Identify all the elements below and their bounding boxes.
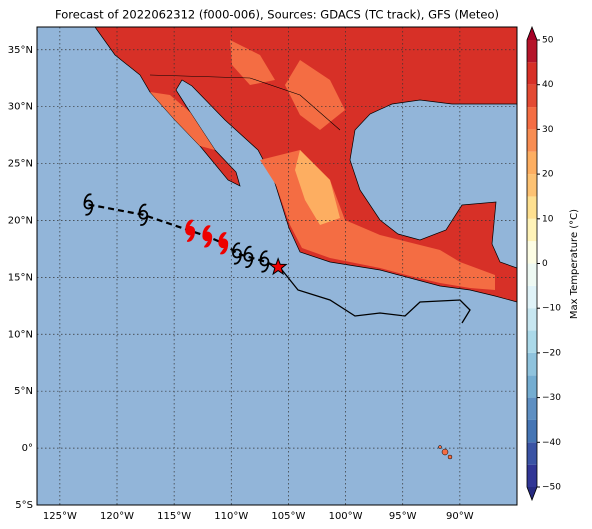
colorbar-bin xyxy=(527,442,537,465)
colorbar-extend-low xyxy=(527,487,537,500)
colorbar-bin xyxy=(527,62,537,85)
colorbar-tick-label: 0 xyxy=(542,259,548,269)
frame xyxy=(36,26,518,506)
cyclone-marker xyxy=(259,250,270,273)
y-tick-label: 10°N xyxy=(8,329,33,340)
y-tick-label: 30°N xyxy=(8,102,33,113)
y-tick-label: 20°N xyxy=(8,215,33,226)
cyclone-marker xyxy=(218,232,229,255)
colorbar-bin xyxy=(527,151,537,175)
cyclone-marker xyxy=(83,193,94,216)
colorbar-tick-label: 50 xyxy=(542,36,554,46)
colorbar-tick-label: 20 xyxy=(542,170,554,180)
colorbar-bin xyxy=(527,84,537,108)
x-tick-label: 110°W xyxy=(214,511,248,522)
colorbar-tick-label: 10 xyxy=(542,214,554,224)
cyclone-marker xyxy=(243,245,254,268)
warm-area xyxy=(230,40,275,85)
colorbar-bin xyxy=(527,285,537,309)
cyclone-marker xyxy=(232,242,242,265)
island xyxy=(447,454,453,460)
colorbar-bin xyxy=(527,129,537,152)
colorbar-bin xyxy=(527,419,537,443)
colorbar-label: Max Temperature (°C) xyxy=(569,209,580,319)
cyclone-marker xyxy=(185,219,196,242)
colorbar-bin xyxy=(527,464,537,487)
x-tick-label: 115°W xyxy=(157,511,191,522)
warm-area xyxy=(285,60,345,130)
colorbar-bin xyxy=(527,241,537,264)
y-tick-label: 15°N xyxy=(8,272,33,283)
cyclone-marker xyxy=(202,225,213,248)
colorbar-tick-label: −10 xyxy=(542,304,561,314)
colorbar-bin xyxy=(527,174,537,197)
colorbar-extend-high xyxy=(527,27,537,40)
colorbar-bin xyxy=(527,397,537,420)
y-tick-label: 5°N xyxy=(14,386,33,397)
colorbar-bin xyxy=(527,40,537,63)
title: Forecast of 2022062312 (f000-006), Sourc… xyxy=(55,8,499,22)
colorbar-bin xyxy=(527,308,537,331)
x-tick-label: 90°W xyxy=(446,511,474,522)
y-tick-label: 35°N xyxy=(8,45,33,56)
x-tick-label: 125°W xyxy=(43,511,77,522)
colorbar-tick-label: −50 xyxy=(542,483,561,493)
x-tick-label: 100°W xyxy=(329,511,363,522)
colorbar-tick-label: 30 xyxy=(542,125,554,135)
x-tick-label: 95°W xyxy=(389,511,417,522)
mild-area xyxy=(295,150,340,225)
y-tick-label: 0° xyxy=(22,443,33,454)
colorbar-bin xyxy=(527,330,537,353)
y-tick-label: 25°N xyxy=(8,159,33,170)
border xyxy=(149,74,341,131)
colorbar-tick-label: 40 xyxy=(542,80,554,90)
island xyxy=(438,445,442,449)
track-cone-line xyxy=(277,264,471,324)
colorbar-bin xyxy=(527,263,537,286)
island xyxy=(441,448,449,456)
x-tick-label: 105°W xyxy=(271,511,305,522)
storm-position xyxy=(268,257,288,276)
colorbar-bin xyxy=(527,218,537,242)
colorbar-tick-label: −40 xyxy=(542,438,561,448)
y-tick-label: 5°S xyxy=(15,500,33,511)
colorbar-tick-label: −20 xyxy=(542,348,561,358)
colorbar-bin xyxy=(527,375,537,398)
colorbar-bin xyxy=(527,107,537,130)
colorbar-tick-label: −30 xyxy=(542,393,561,403)
cyclone-marker xyxy=(138,203,149,226)
colorbar-bin xyxy=(527,196,537,219)
x-tick-label: 120°W xyxy=(100,511,134,522)
colorbar-bin xyxy=(527,352,537,376)
